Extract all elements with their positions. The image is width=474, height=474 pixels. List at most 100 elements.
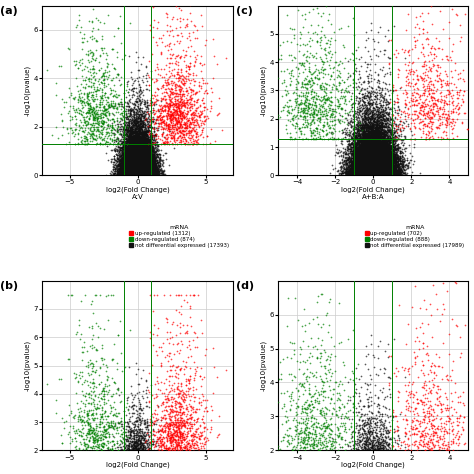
Point — [359, 171, 367, 178]
Point — [122, 149, 129, 157]
Point — [448, 94, 456, 102]
Point — [127, 171, 135, 179]
Point — [356, 171, 364, 179]
Point — [102, 96, 109, 104]
Point — [371, 166, 378, 173]
Point — [374, 451, 382, 458]
Point — [85, 114, 93, 121]
Point — [151, 149, 159, 156]
Point — [133, 165, 141, 173]
Point — [367, 131, 374, 138]
Point — [152, 420, 159, 428]
Point — [164, 134, 171, 141]
Point — [364, 157, 372, 165]
Point — [381, 456, 388, 464]
Point — [308, 128, 315, 136]
Point — [132, 164, 139, 171]
Point — [379, 164, 386, 171]
Point — [80, 435, 88, 443]
Point — [193, 406, 201, 413]
Point — [375, 135, 383, 143]
Point — [137, 160, 144, 167]
Point — [104, 439, 112, 447]
Point — [363, 149, 370, 157]
Point — [448, 464, 456, 471]
Point — [443, 428, 450, 436]
Point — [132, 152, 139, 159]
Point — [123, 159, 130, 166]
Point — [376, 149, 384, 157]
Point — [354, 161, 361, 169]
Point — [138, 167, 146, 174]
Point — [167, 79, 175, 87]
Point — [130, 169, 137, 177]
Point — [127, 157, 134, 164]
Point — [122, 456, 129, 464]
Point — [130, 170, 137, 178]
Point — [138, 170, 146, 177]
Point — [146, 147, 153, 155]
Point — [368, 141, 376, 149]
Point — [136, 123, 143, 130]
Point — [354, 171, 362, 178]
Point — [368, 157, 375, 164]
Point — [401, 133, 409, 141]
Point — [425, 104, 432, 112]
Point — [144, 143, 151, 150]
Point — [139, 122, 146, 129]
Point — [128, 162, 135, 169]
Point — [386, 139, 394, 147]
Point — [174, 423, 182, 431]
Point — [382, 472, 390, 474]
Point — [125, 167, 132, 175]
Point — [145, 157, 153, 165]
Point — [130, 161, 138, 169]
Point — [385, 153, 392, 160]
Point — [353, 161, 361, 169]
Point — [177, 140, 185, 147]
Point — [94, 114, 102, 121]
Point — [141, 145, 148, 152]
Point — [349, 165, 356, 173]
Point — [365, 467, 372, 474]
Point — [186, 402, 193, 410]
Point — [287, 77, 295, 84]
Point — [388, 171, 396, 178]
Point — [134, 170, 142, 178]
Point — [379, 160, 387, 168]
Point — [137, 166, 144, 173]
Point — [139, 459, 146, 466]
Point — [377, 435, 384, 442]
Point — [128, 160, 136, 168]
Point — [146, 145, 154, 153]
Point — [383, 157, 390, 164]
Point — [144, 468, 151, 474]
Point — [122, 468, 130, 474]
Point — [137, 166, 145, 174]
Point — [178, 95, 185, 102]
Point — [372, 144, 379, 152]
Point — [138, 168, 146, 176]
Point — [386, 113, 394, 121]
Point — [367, 152, 375, 160]
Point — [176, 85, 183, 92]
Point — [390, 165, 397, 173]
Point — [372, 156, 379, 164]
Point — [383, 118, 390, 126]
Point — [174, 74, 182, 82]
Point — [148, 165, 156, 173]
Point — [361, 113, 369, 120]
Point — [377, 149, 384, 157]
Point — [137, 170, 145, 177]
Point — [374, 155, 382, 162]
Point — [348, 170, 356, 177]
Point — [375, 168, 383, 175]
Point — [87, 102, 94, 110]
Point — [367, 167, 374, 174]
Point — [131, 466, 138, 474]
Point — [362, 158, 369, 166]
Point — [383, 169, 390, 177]
Point — [307, 121, 314, 129]
Point — [371, 473, 379, 474]
Point — [345, 145, 353, 153]
